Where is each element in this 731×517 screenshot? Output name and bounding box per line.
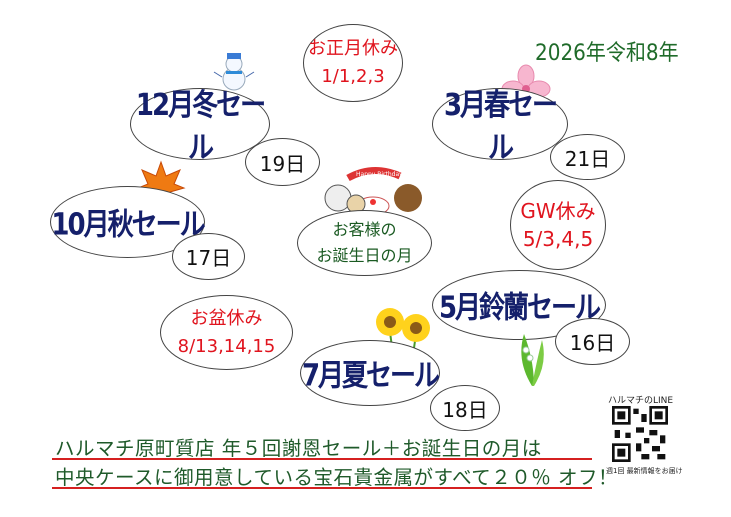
day-label: 19日 <box>259 151 306 176</box>
line-label: ハルマチのLINE <box>608 396 674 406</box>
sale-july-day: 18日 <box>430 385 500 431</box>
sale-october-title: 10月秋セール <box>51 207 205 243</box>
footer-line2: 中央ケースに御用意している宝石貴金属がすべて２０％ オフ！ <box>55 466 618 489</box>
sale-may-day: 16日 <box>555 318 630 365</box>
birthday-line2: お誕生日の月 <box>316 246 413 265</box>
footer-rule <box>52 458 592 460</box>
sale-december-title: 12月冬セール <box>135 88 266 166</box>
gw-holiday: GW休み 5/3,4,5 <box>510 180 606 270</box>
line-qr-code[interactable] <box>612 406 668 462</box>
line-caption: 週1回 最新情報をお届け <box>606 467 683 475</box>
new-year-holiday: お正月休み 1/1,2,3 <box>303 24 403 102</box>
sale-march-title: 3月春セール <box>443 88 558 166</box>
sale-december-day: 19日 <box>245 138 320 186</box>
sale-may: 5月鈴蘭セール <box>432 270 606 340</box>
sale-december: 12月冬セール <box>130 88 270 165</box>
day-label: 18日 <box>442 397 488 422</box>
new-year-dates: 1/1,2,3 <box>321 66 385 87</box>
footer-line1: ハルマチ原町質店 年５回謝恩セール＋お誕生日の月は <box>55 437 542 460</box>
day-label: 21日 <box>564 146 611 171</box>
sale-july: 7月夏セール <box>300 340 440 406</box>
birthday-month: お客様の お誕生日の月 <box>297 210 432 276</box>
lily-of-the-valley-icon <box>521 334 544 386</box>
birthday-line1: お客様の <box>332 220 397 239</box>
footer-rule <box>52 487 592 489</box>
obon-title: お盆休み <box>190 307 263 329</box>
new-year-title: お正月休み <box>308 38 398 59</box>
year-label: 2026年令和8年 <box>535 38 679 66</box>
day-label: 17日 <box>185 246 232 270</box>
obon-holiday: お盆休み 8/13,14,15 <box>160 295 293 370</box>
sale-march: 3月春セール <box>432 88 568 165</box>
snowman-icon <box>213 53 255 91</box>
sale-march-day: 21日 <box>550 134 625 180</box>
happy-birthday-banner: Happy Birthday <box>356 171 403 178</box>
sale-july-title: 7月夏セール <box>301 358 440 394</box>
gw-dates: 5/3,4,5 <box>522 227 594 251</box>
gw-title: GW休み <box>520 199 596 223</box>
sale-may-title: 5月鈴蘭セール <box>438 290 601 326</box>
obon-dates: 8/13,14,15 <box>177 335 276 357</box>
day-label: 16日 <box>569 331 616 355</box>
sale-october-day: 17日 <box>172 233 245 280</box>
